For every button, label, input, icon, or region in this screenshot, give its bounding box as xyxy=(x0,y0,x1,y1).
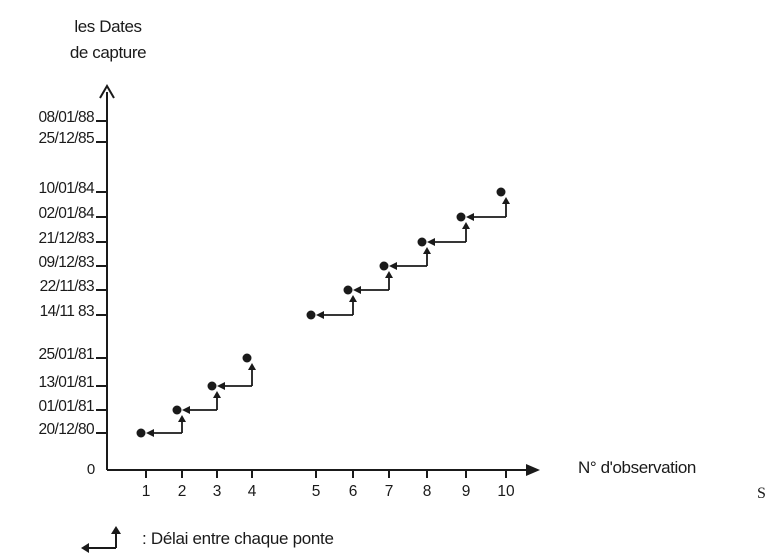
delay-arrowhead-up xyxy=(213,391,221,398)
y-tick-label: 13/01/81 xyxy=(38,374,94,391)
x-tick-label: 7 xyxy=(385,483,394,500)
y-axis-title-line-2: de capture xyxy=(69,43,147,62)
x-tick-label: 4 xyxy=(248,483,257,500)
data-point xyxy=(207,381,217,391)
delay-arrowhead-up xyxy=(423,247,431,254)
delay-arrowhead-left xyxy=(146,429,154,437)
y-tick-label: 01/01/81 xyxy=(38,398,94,415)
x-tick-label: 5 xyxy=(312,483,321,500)
delay-arrowhead-up xyxy=(248,363,256,370)
data-point xyxy=(343,285,353,295)
y-axis-title: les Dates de capture xyxy=(48,14,168,66)
delay-arrowhead-left xyxy=(353,286,361,294)
delay-arrowhead-up xyxy=(462,222,470,229)
y-tick-label: 14/11 83 xyxy=(40,303,94,320)
y-tick-label: 02/01/84 xyxy=(38,205,95,222)
x-tick-label: 1 xyxy=(142,483,151,500)
data-point xyxy=(456,212,466,222)
delay-arrowhead-left xyxy=(316,311,324,319)
delay-arrowhead-up xyxy=(178,415,186,422)
y-tick-label: 25/12/85 xyxy=(38,130,94,147)
y-tick-label: 21/12/83 xyxy=(38,230,94,247)
y-tick-label: 08/01/88 xyxy=(38,109,94,126)
data-point xyxy=(172,405,182,415)
data-point xyxy=(417,237,427,247)
data-point xyxy=(306,310,316,320)
x-tick-label: 2 xyxy=(178,483,187,500)
y-axis-arrowhead xyxy=(99,84,115,99)
x-tick-label: 10 xyxy=(497,483,515,500)
y-tick-label: 25/01/81 xyxy=(38,346,94,363)
delay-step-arrow-icon xyxy=(81,526,121,553)
x-axis-arrowhead xyxy=(526,464,540,476)
x-tick-label: 6 xyxy=(349,483,358,500)
delay-arrowhead-up xyxy=(385,271,393,278)
x-axis-title: N° d'observation xyxy=(578,458,696,477)
legend: : Délai entre chaque ponte xyxy=(78,524,334,554)
delay-arrowhead-left xyxy=(389,262,397,270)
data-point xyxy=(136,428,146,438)
y-tick-label: 22/11/83 xyxy=(40,278,94,295)
data-point xyxy=(379,261,389,271)
data-point xyxy=(242,353,252,363)
delay-arrowhead-left xyxy=(466,213,474,221)
delay-arrowhead-left xyxy=(427,238,435,246)
delay-arrowhead-up xyxy=(502,197,510,204)
delay-arrowhead-up xyxy=(349,295,357,302)
y-axis-title-line-1: les Dates xyxy=(74,17,142,36)
x-tick-label: 9 xyxy=(462,483,471,500)
x-tick-label: 8 xyxy=(423,483,432,500)
delay-arrowhead-left xyxy=(182,406,190,414)
x-tick-label: 3 xyxy=(213,483,222,500)
origin-label: 0 xyxy=(87,461,95,478)
y-tick-label: 10/01/84 xyxy=(38,180,95,197)
chart-plot: 0 08/01/88 25/12/85 10/01/84 02/01/84 21/12/8… xyxy=(38,84,540,500)
delay-arrowhead-left xyxy=(217,382,225,390)
y-tick-label: 20/12/80 xyxy=(38,421,95,438)
legend-label: : Délai entre chaque ponte xyxy=(142,529,334,548)
data-point xyxy=(496,187,506,197)
y-tick-label: 09/12/83 xyxy=(38,254,94,271)
stray-character: S xyxy=(757,485,766,502)
